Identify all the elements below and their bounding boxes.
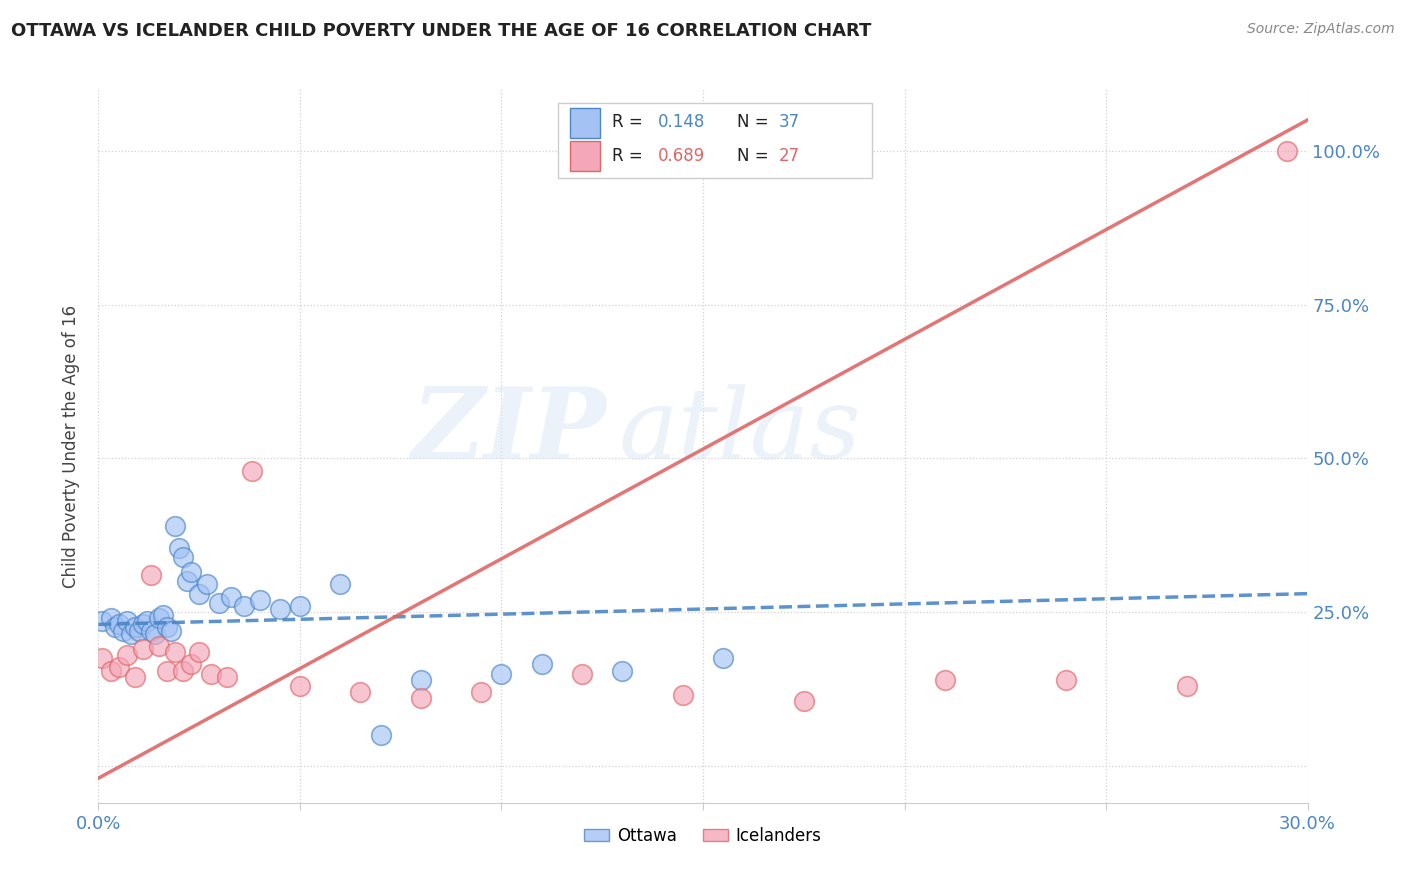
Point: [470, 685, 492, 699]
Point: [124, 620, 146, 634]
Point: [200, 666, 222, 681]
Point: [100, 664, 122, 678]
Text: R =: R =: [613, 146, 648, 164]
Point: [208, 596, 231, 610]
Point: [120, 626, 142, 640]
Point: [115, 648, 138, 662]
Point: [172, 664, 194, 678]
Point: [156, 664, 179, 678]
Point: [1175, 679, 1198, 693]
Point: [167, 541, 190, 555]
Point: [176, 574, 198, 589]
Text: 0.148: 0.148: [658, 113, 706, 131]
Point: [409, 691, 432, 706]
Point: [612, 664, 634, 678]
Point: [107, 617, 129, 632]
Text: N =: N =: [737, 113, 773, 131]
Point: [91, 651, 114, 665]
Text: 37: 37: [779, 113, 800, 131]
Point: [100, 611, 122, 625]
Point: [135, 615, 157, 629]
Text: R =: R =: [613, 113, 648, 131]
Text: OTTAWA VS ICELANDER CHILD POVERTY UNDER THE AGE OF 16 CORRELATION CHART: OTTAWA VS ICELANDER CHILD POVERTY UNDER …: [11, 22, 872, 40]
Point: [349, 685, 371, 699]
Text: Source: ZipAtlas.com: Source: ZipAtlas.com: [1247, 22, 1395, 37]
Point: [115, 615, 138, 629]
Text: 0.689: 0.689: [658, 146, 706, 164]
Point: [143, 626, 166, 640]
Point: [139, 568, 162, 582]
Point: [160, 624, 183, 638]
Point: [148, 611, 170, 625]
Point: [188, 587, 211, 601]
Point: [163, 645, 186, 659]
Point: [180, 565, 202, 579]
Point: [793, 694, 815, 708]
Point: [221, 590, 243, 604]
Point: [249, 592, 271, 607]
Point: [269, 602, 291, 616]
Point: [156, 620, 179, 634]
Text: 27: 27: [779, 146, 800, 164]
Point: [711, 651, 734, 665]
Bar: [569, 108, 600, 137]
Point: [288, 679, 311, 693]
Point: [152, 608, 174, 623]
Point: [288, 599, 311, 613]
Point: [672, 688, 695, 702]
Text: ZIP: ZIP: [412, 384, 606, 480]
Point: [409, 673, 432, 687]
Point: [139, 624, 162, 638]
Point: [1277, 144, 1299, 158]
Point: [132, 642, 155, 657]
Point: [188, 645, 211, 659]
Point: [103, 620, 125, 634]
Point: [571, 666, 593, 681]
Point: [91, 615, 114, 629]
Point: [491, 666, 513, 681]
Point: [240, 464, 263, 478]
Point: [934, 673, 956, 687]
Legend: Ottawa, Icelanders: Ottawa, Icelanders: [578, 821, 828, 852]
Text: N =: N =: [737, 146, 773, 164]
Point: [148, 639, 170, 653]
Point: [128, 624, 150, 638]
Point: [329, 577, 352, 591]
Point: [124, 670, 146, 684]
Point: [232, 599, 254, 613]
Bar: [558, 103, 872, 178]
Point: [180, 657, 202, 672]
Point: [370, 728, 392, 742]
Point: [107, 660, 129, 674]
Point: [163, 519, 186, 533]
Point: [172, 549, 194, 564]
Point: [217, 670, 239, 684]
Point: [530, 657, 553, 672]
Point: [111, 624, 134, 638]
Point: [132, 617, 155, 632]
Y-axis label: Child Poverty Under the Age of 16: Child Poverty Under the Age of 16: [62, 304, 80, 588]
Point: [1054, 673, 1077, 687]
Text: atlas: atlas: [619, 384, 860, 479]
Point: [195, 577, 218, 591]
Bar: [569, 141, 600, 171]
